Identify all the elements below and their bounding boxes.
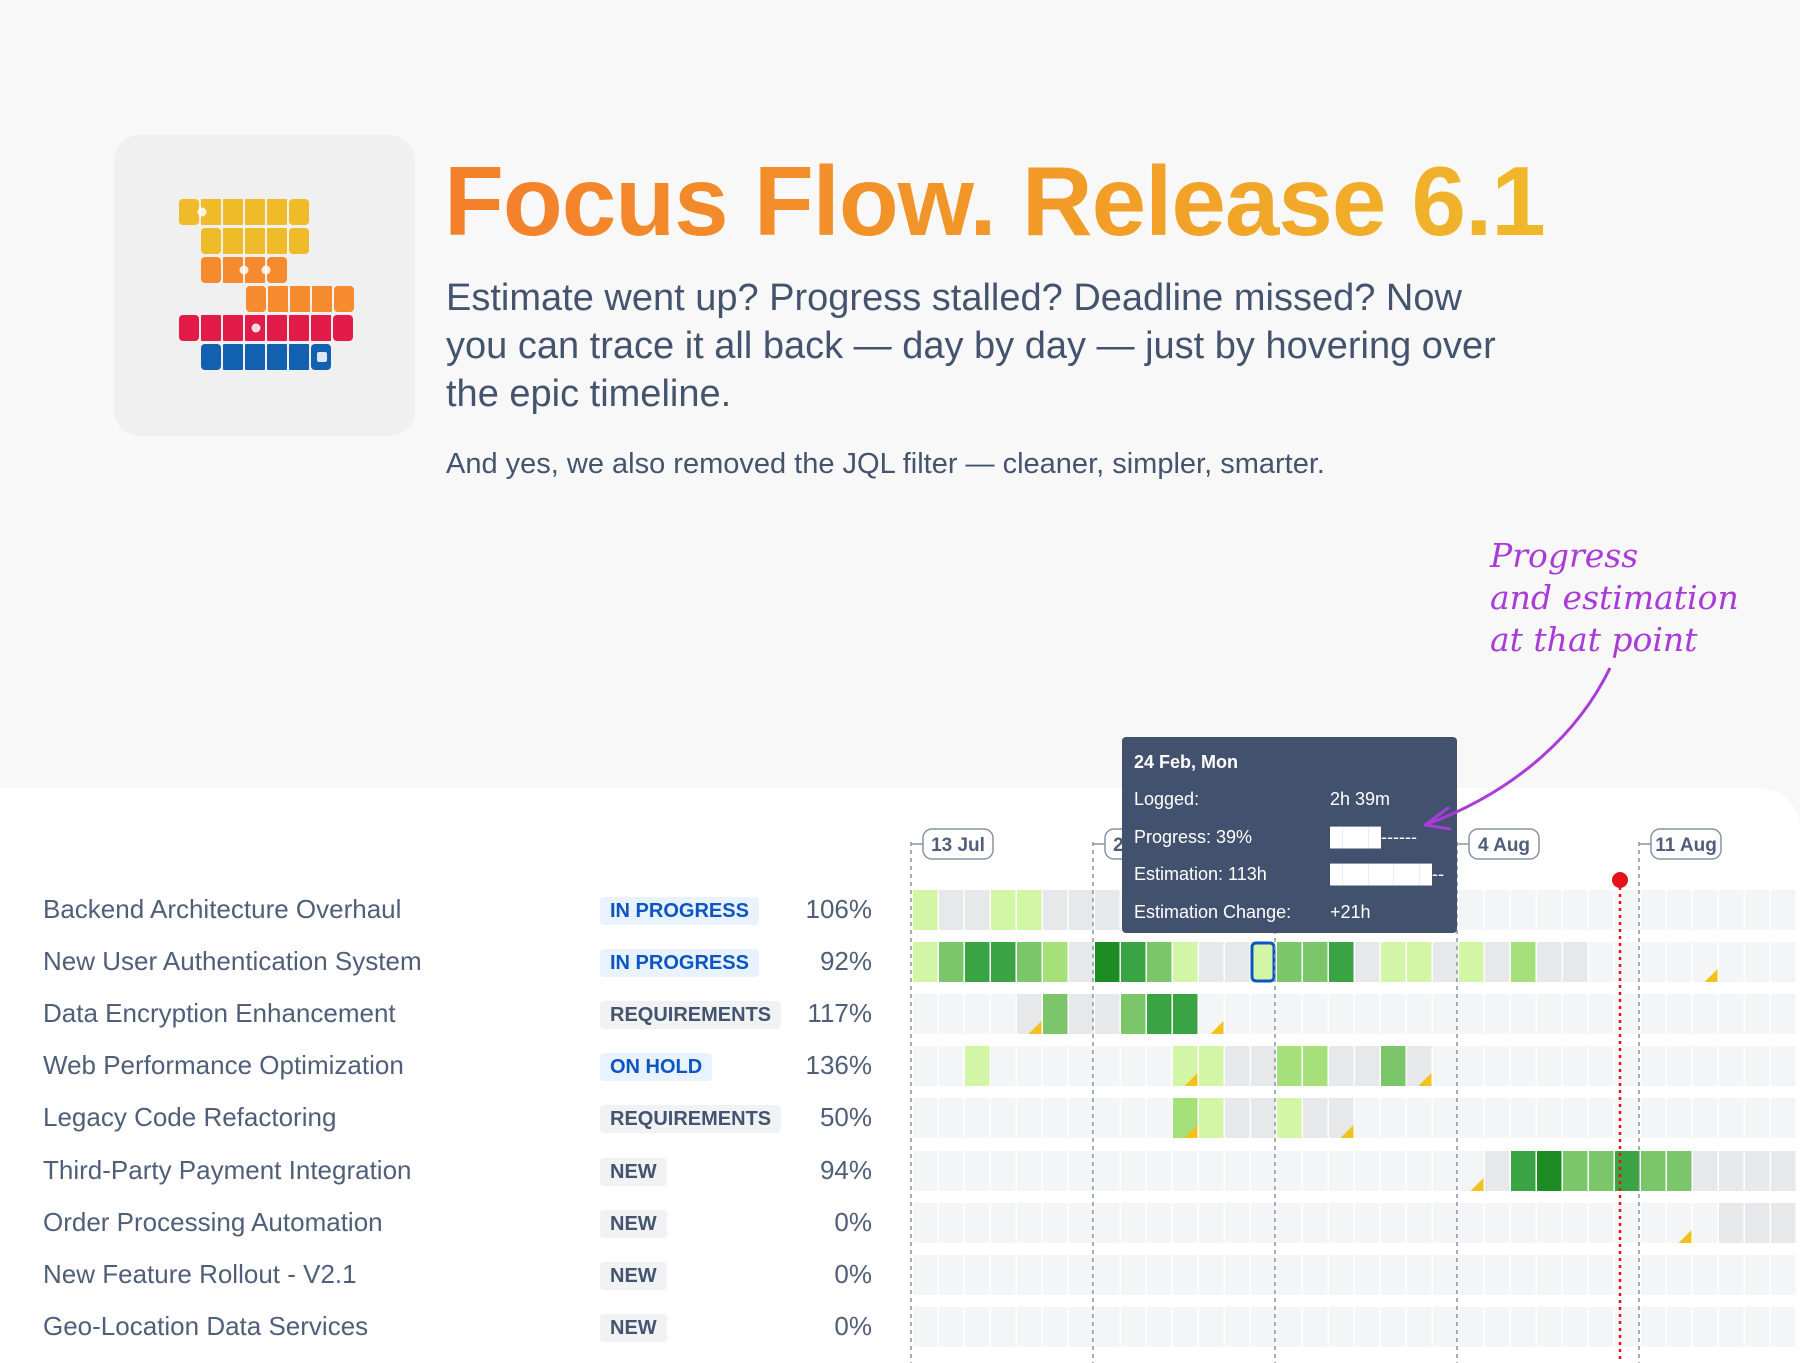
status-badge: NEW xyxy=(600,1262,667,1290)
day-tooltip: 24 Feb, Mon Logged: 2h 39m Progress: 39%… xyxy=(1122,737,1457,933)
annotation-line: at that point xyxy=(1490,620,1698,659)
epic-name[interactable]: Third-Party Payment Integration xyxy=(43,1155,412,1185)
epic-name[interactable]: Order Processing Automation xyxy=(43,1207,383,1237)
epic-progress-percent: 92% xyxy=(819,946,872,976)
epic-name[interactable]: Backend Architecture Overhaul xyxy=(43,894,402,924)
epic-progress-percent: 106% xyxy=(805,894,873,924)
tooltip-logged-label: Logged: xyxy=(1134,789,1200,809)
epic-progress-percent: 0% xyxy=(834,1207,872,1237)
status-badge: NEW xyxy=(600,1314,667,1342)
logo-dot xyxy=(197,207,207,217)
epic-progress-percent: 117% xyxy=(807,998,872,1028)
logo-block xyxy=(201,257,221,283)
epic-name[interactable]: Data Encryption Enhancement xyxy=(43,998,396,1028)
handwritten-annotation: Progress and estimation at that point xyxy=(1490,535,1739,661)
logo-block xyxy=(223,315,243,341)
epic-progress-percent: 0% xyxy=(834,1259,872,1289)
epic-name[interactable]: Legacy Code Refactoring xyxy=(43,1102,337,1132)
tooltip-progress-bar: ████------ xyxy=(1330,827,1417,847)
logo-block xyxy=(267,257,287,283)
logo-block xyxy=(334,286,354,312)
epic-name[interactable]: New User Authentication System xyxy=(43,946,422,976)
logo-block xyxy=(223,199,243,225)
release-note: And yes, we also removed the JQL filter … xyxy=(446,448,1325,480)
logo-block xyxy=(289,228,309,254)
epic-name[interactable]: Geo-Location Data Services xyxy=(43,1311,369,1341)
tooltip-estimation-change-value: +21h xyxy=(1330,902,1371,922)
annotation-line: Progress xyxy=(1490,536,1639,575)
logo-block xyxy=(267,344,287,370)
logo-dot xyxy=(251,323,261,333)
logo-block xyxy=(179,315,199,341)
focus-flow-logo-icon xyxy=(179,199,354,370)
logo-block xyxy=(268,286,288,312)
logo-block xyxy=(201,228,221,254)
epic-progress-percent: 94% xyxy=(819,1155,872,1185)
logo-block xyxy=(245,199,265,225)
logo-block xyxy=(289,344,309,370)
logo-block xyxy=(333,315,353,341)
logo-block xyxy=(223,257,243,283)
tooltip-estimation-change-label: Estimation Change: xyxy=(1134,902,1292,922)
status-badge: NEW xyxy=(600,1158,667,1186)
tooltip-logged-value: 2h 39m xyxy=(1330,789,1391,809)
status-badge: REQUIREMENTS xyxy=(600,1105,782,1133)
logo-block xyxy=(267,228,287,254)
logo-dot xyxy=(261,265,271,275)
status-badge: IN PROGRESS xyxy=(600,897,759,925)
logo-block xyxy=(223,344,243,370)
page-title: Focus Flow. Release 6.1 xyxy=(444,146,1546,256)
logo-block xyxy=(267,315,287,341)
logo-block xyxy=(201,344,221,370)
logo-block xyxy=(289,199,309,225)
logo-dot xyxy=(239,265,249,275)
status-badge: NEW xyxy=(600,1210,667,1238)
epic-name[interactable]: New Feature Rollout - V2.1 xyxy=(43,1259,357,1289)
epic-progress-percent: 50% xyxy=(819,1102,872,1132)
logo-block xyxy=(245,344,265,370)
logo-block xyxy=(267,199,287,225)
epic-progress-percent: 0% xyxy=(834,1311,872,1341)
logo-block xyxy=(246,286,266,312)
page-subtitle: Estimate went up? Progress stalled? Dead… xyxy=(446,277,1496,415)
logo-block xyxy=(290,286,310,312)
logo-dot xyxy=(317,352,327,362)
logo-block xyxy=(223,228,243,254)
logo-block xyxy=(289,315,309,341)
tooltip-date: 24 Feb, Mon xyxy=(1134,752,1239,772)
status-badge: IN PROGRESS xyxy=(600,949,759,977)
tooltip-estimation-label: Estimation: 113h xyxy=(1134,864,1267,884)
logo-block xyxy=(201,315,221,341)
logo-block xyxy=(311,315,331,341)
annotation-line: and estimation xyxy=(1490,578,1739,617)
app-logo-card xyxy=(114,135,415,436)
status-badge: ON HOLD xyxy=(600,1053,713,1081)
logo-block xyxy=(201,199,221,225)
status-badge: REQUIREMENTS xyxy=(600,1001,782,1029)
logo-block xyxy=(245,257,265,283)
epic-name[interactable]: Web Performance Optimization xyxy=(43,1050,404,1080)
tooltip-progress-label: Progress: 39% xyxy=(1134,827,1253,847)
epic-progress-percent: 136% xyxy=(805,1050,873,1080)
logo-block xyxy=(245,228,265,254)
logo-block xyxy=(179,199,199,225)
tooltip-estimation-bar: ████████-- xyxy=(1330,864,1445,884)
logo-block xyxy=(312,286,332,312)
